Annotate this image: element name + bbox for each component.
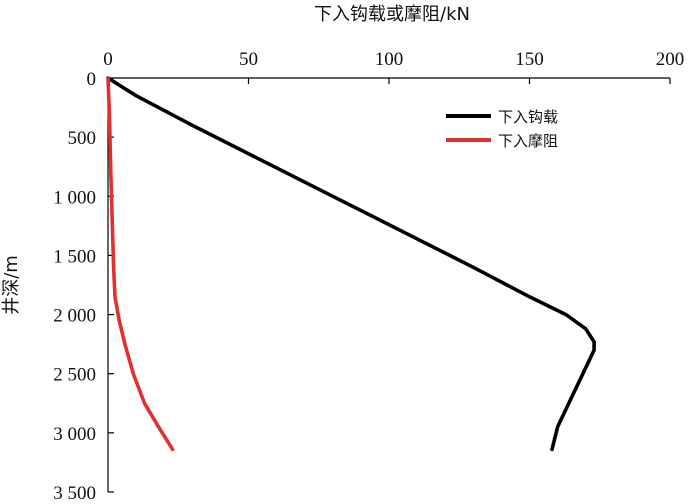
legend-label-1: 下入钩载 — [498, 108, 558, 126]
x-tick-label: 200 — [656, 49, 685, 70]
y-tick-label: 2 500 — [53, 365, 96, 386]
x-tick-label: 150 — [515, 49, 544, 70]
series-line-1 — [106, 76, 596, 452]
y-tick-label: 2 000 — [53, 306, 96, 327]
x-tick-label: 100 — [375, 49, 404, 70]
legend-label-2: 下入摩阻 — [498, 132, 558, 150]
x-axis-title: 下入钩载或摩阻/kN — [314, 4, 470, 25]
y-tick-label: 500 — [68, 128, 97, 149]
y-tick-label: 3 000 — [53, 424, 96, 445]
y-tick-label: 1 500 — [53, 246, 96, 267]
y-tick-label: 3 500 — [53, 483, 96, 500]
x-tick-label: 0 — [103, 49, 113, 70]
y-axis-title: 井深/m — [1, 255, 22, 315]
y-tick-label: 1 000 — [53, 187, 96, 208]
x-tick-label: 50 — [239, 49, 258, 70]
y-tick-label: 0 — [87, 69, 97, 90]
series-line-2 — [106, 76, 175, 452]
